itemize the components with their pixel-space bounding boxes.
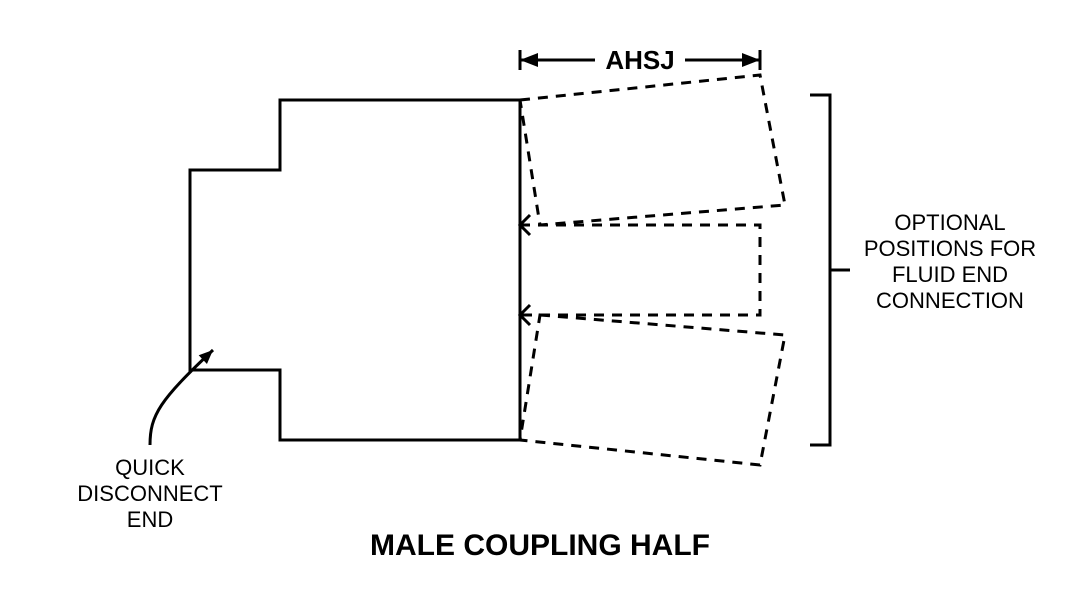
left-label-line: END bbox=[127, 507, 173, 532]
dim-arrowhead bbox=[520, 53, 538, 67]
coupling-body-outline bbox=[190, 100, 520, 440]
right-label-line: POSITIONS FOR bbox=[864, 236, 1036, 261]
left-label-line: DISCONNECT bbox=[77, 481, 222, 506]
right-label-line: FLUID END bbox=[892, 262, 1008, 287]
right-bracket bbox=[810, 95, 850, 445]
diagram-title: MALE COUPLING HALF bbox=[370, 529, 710, 562]
left-label-line: QUICK bbox=[115, 455, 185, 480]
left-leader-curve bbox=[150, 350, 213, 445]
dim-label: AHSJ bbox=[605, 45, 674, 75]
optional-position-center bbox=[520, 225, 760, 315]
right-label-line: OPTIONAL bbox=[894, 210, 1005, 235]
dim-arrowhead bbox=[742, 53, 760, 67]
optional-position-up bbox=[520, 75, 785, 225]
right-label-line: CONNECTION bbox=[876, 288, 1024, 313]
optional-position-down bbox=[520, 315, 785, 465]
